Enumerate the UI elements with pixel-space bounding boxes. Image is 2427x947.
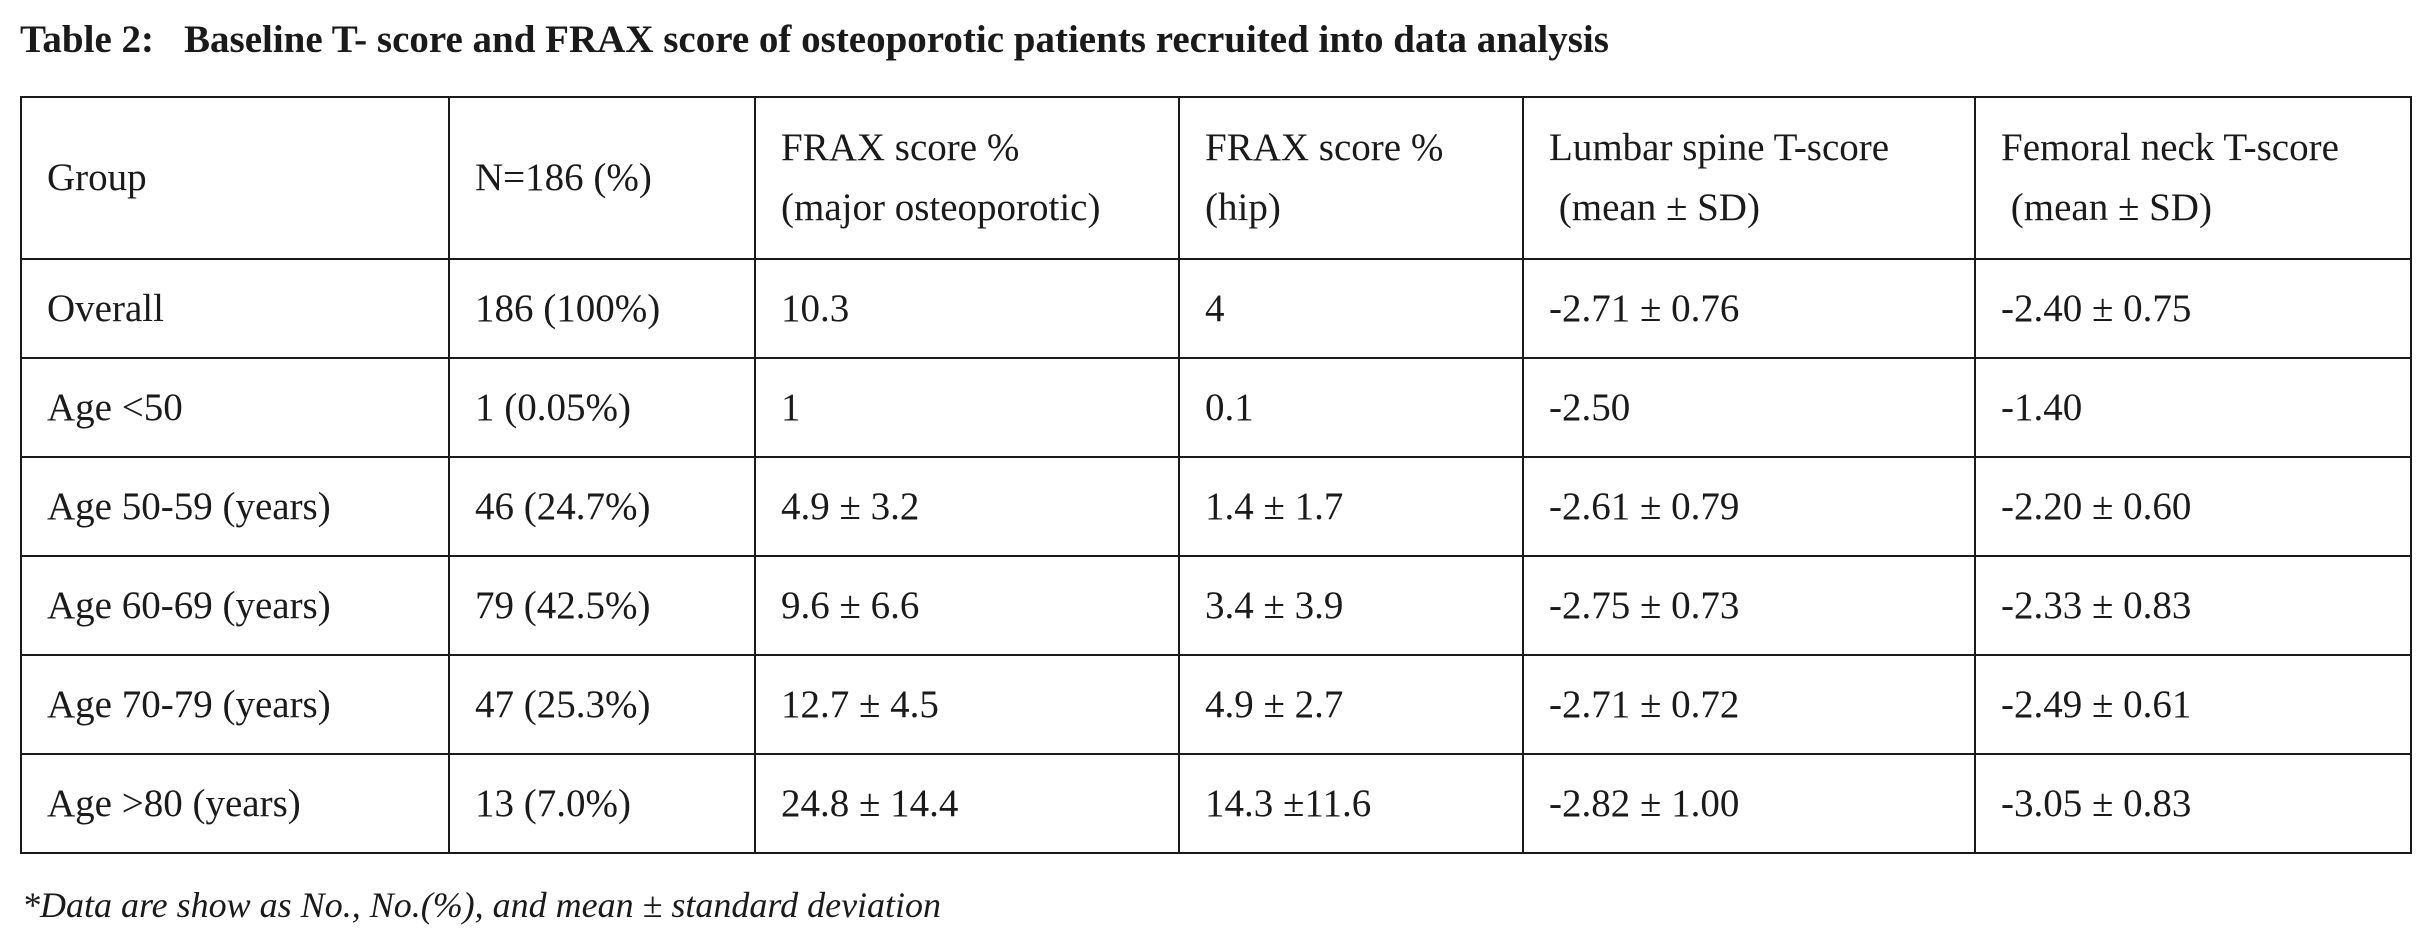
- cell-lumbar-spine: -2.82 ± 1.00: [1522, 753, 1976, 854]
- cell-frax-hip: 0.1: [1178, 357, 1524, 458]
- cell-femoral-neck: -2.20 ± 0.60: [1974, 456, 2412, 557]
- cell-group: Age 70-79 (years): [20, 654, 450, 755]
- table-row: Age 60-69 (years) 79 (42.5%) 9.6 ± 6.6 3…: [20, 555, 2412, 656]
- cell-n: 1 (0.05%): [448, 357, 756, 458]
- cell-n: 46 (24.7%): [448, 456, 756, 557]
- cell-femoral-neck: -2.49 ± 0.61: [1974, 654, 2412, 755]
- cell-lumbar-spine: -2.50: [1522, 357, 1976, 458]
- header-line: Group: [47, 156, 147, 199]
- table-row: Overall 186 (100%) 10.3 4 -2.71 ± 0.76 -…: [20, 258, 2412, 359]
- table-caption-label: Table 2:: [20, 18, 155, 61]
- cell-group: Age 60-69 (years): [20, 555, 450, 656]
- cell-group: Overall: [20, 258, 450, 359]
- header-line: Lumbar spine T-score: [1549, 126, 1890, 169]
- cell-frax-hip: 4.9 ± 2.7: [1178, 654, 1524, 755]
- header-cell-frax-hip: FRAX score % (hip): [1178, 96, 1524, 260]
- cell-group: Age <50: [20, 357, 450, 458]
- header-line-2: (mean ± SD): [1549, 186, 1760, 229]
- cell-frax-major: 9.6 ± 6.6: [754, 555, 1180, 656]
- cell-femoral-neck: -3.05 ± 0.83: [1974, 753, 2412, 854]
- cell-lumbar-spine: -2.71 ± 0.72: [1522, 654, 1976, 755]
- header-line: FRAX score %: [1205, 126, 1444, 169]
- cell-frax-hip: 14.3 ±11.6: [1178, 753, 1524, 854]
- cell-frax-major: 1: [754, 357, 1180, 458]
- table-row: Age 50-59 (years) 46 (24.7%) 4.9 ± 3.2 1…: [20, 456, 2412, 557]
- cell-lumbar-spine: -2.71 ± 0.76: [1522, 258, 1976, 359]
- header-line-2: (mean ± SD): [2001, 186, 2212, 229]
- table-footnote: *Data are show as No., No.(%), and mean …: [22, 885, 942, 925]
- header-cell-n: N=186 (%): [448, 96, 756, 260]
- header-cell-lumbar-spine: Lumbar spine T-score (mean ± SD): [1522, 96, 1976, 260]
- header-cell-frax-major: FRAX score % (major osteoporotic): [754, 96, 1180, 260]
- table-row: Age <50 1 (0.05%) 1 0.1 -2.50 -1.40: [20, 357, 2412, 458]
- table-header-row: Group N=186 (%) FRAX score % (major oste…: [20, 96, 2412, 260]
- table-row: Age 70-79 (years) 47 (25.3%) 12.7 ± 4.5 …: [20, 654, 2412, 755]
- cell-frax-hip: 3.4 ± 3.9: [1178, 555, 1524, 656]
- cell-group: Age 50-59 (years): [20, 456, 450, 557]
- header-line-2: (major osteoporotic): [781, 186, 1101, 229]
- cell-n: 47 (25.3%): [448, 654, 756, 755]
- header-cell-femoral-neck: Femoral neck T-score (mean ± SD): [1974, 96, 2412, 260]
- cell-femoral-neck: -1.40: [1974, 357, 2412, 458]
- cell-n: 13 (7.0%): [448, 753, 756, 854]
- data-table: Group N=186 (%) FRAX score % (major oste…: [20, 96, 2412, 854]
- header-line: Femoral neck T-score: [2001, 126, 2339, 169]
- cell-frax-major: 24.8 ± 14.4: [754, 753, 1180, 854]
- header-line-2: (hip): [1205, 186, 1281, 229]
- header-line: N=186 (%): [475, 156, 652, 199]
- cell-n: 186 (100%): [448, 258, 756, 359]
- cell-group: Age >80 (years): [20, 753, 450, 854]
- cell-femoral-neck: -2.40 ± 0.75: [1974, 258, 2412, 359]
- table-row: Age >80 (years) 13 (7.0%) 24.8 ± 14.4 14…: [20, 753, 2412, 854]
- cell-frax-hip: 1.4 ± 1.7: [1178, 456, 1524, 557]
- cell-lumbar-spine: -2.61 ± 0.79: [1522, 456, 1976, 557]
- cell-femoral-neck: -2.33 ± 0.83: [1974, 555, 2412, 656]
- table-caption: Table 2: Baseline T- score and FRAX score…: [20, 10, 1609, 70]
- cell-n: 79 (42.5%): [448, 555, 756, 656]
- cell-frax-major: 10.3: [754, 258, 1180, 359]
- table-caption-text: Baseline T- score and FRAX score of oste…: [184, 18, 1609, 61]
- cell-frax-hip: 4: [1178, 258, 1524, 359]
- cell-frax-major: 4.9 ± 3.2: [754, 456, 1180, 557]
- header-cell-group: Group: [20, 96, 450, 260]
- cell-lumbar-spine: -2.75 ± 0.73: [1522, 555, 1976, 656]
- cell-frax-major: 12.7 ± 4.5: [754, 654, 1180, 755]
- header-line: FRAX score %: [781, 126, 1020, 169]
